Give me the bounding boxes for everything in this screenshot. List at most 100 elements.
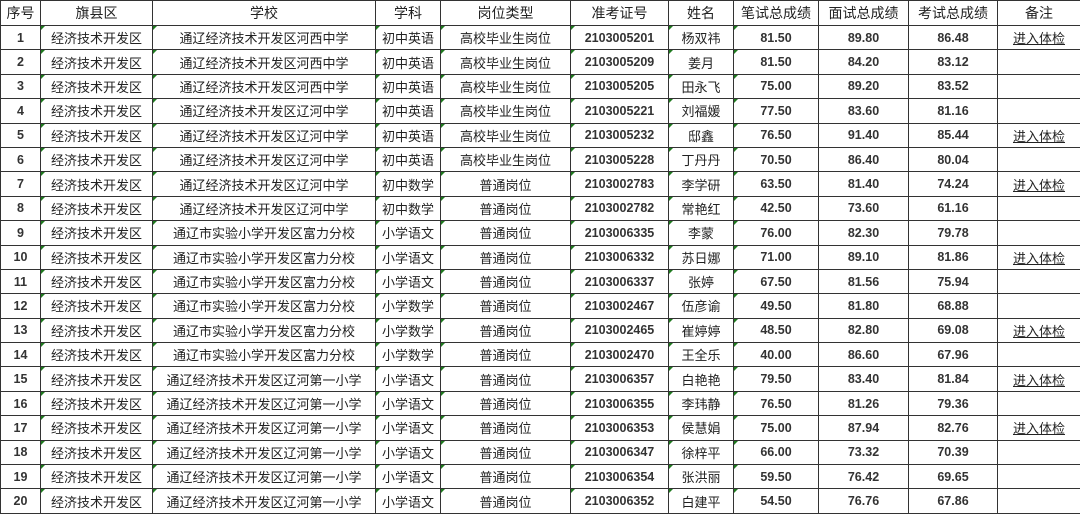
cell-ticket-no: 2103006353	[570, 415, 669, 441]
cell-name: 白艳艳	[668, 366, 734, 392]
cell-district: 经济技术开发区	[40, 390, 153, 417]
cell-remark	[997, 220, 1080, 246]
cell-name: 常艳红	[668, 195, 734, 222]
cell-ticket-no: 2103002782	[570, 195, 669, 222]
cell-seq: 3	[0, 73, 41, 100]
cell-remark: 进入体检	[997, 122, 1080, 148]
cell-name: 李学研	[668, 171, 734, 197]
cell-seq: 16	[0, 390, 41, 417]
cell-interview-score: 86.60	[818, 342, 909, 368]
cell-ticket-no: 2103006347	[570, 439, 669, 466]
cell-subject: 小学语文	[375, 268, 441, 295]
cell-interview-score: 73.32	[818, 439, 909, 466]
cell-ticket-no: 2103005228	[570, 146, 669, 173]
cell-total-score: 79.36	[908, 390, 998, 417]
cell-remark	[997, 439, 1080, 466]
cell-school: 通辽市实验小学开发区富力分校	[152, 244, 376, 270]
cell-name: 侯慧娟	[668, 415, 734, 441]
cell-post-type: 普通岗位	[440, 317, 571, 344]
cell-written-score: 79.50	[733, 366, 819, 392]
cell-district: 经济技术开发区	[40, 317, 153, 344]
table-row: 15 经济技术开发区 通辽经济技术开发区辽河第一小学 小学语文 普通岗位 21030063…	[0, 366, 1080, 392]
cell-name: 刘福媛	[668, 98, 734, 124]
cell-written-score: 54.50	[733, 488, 819, 514]
cell-school: 通辽经济技术开发区河西中学	[152, 73, 376, 100]
cell-school: 通辽市实验小学开发区富力分校	[152, 220, 376, 246]
cell-name: 李蒙	[668, 220, 734, 246]
cell-name: 杨双祎	[668, 24, 734, 51]
cell-school: 通辽市实验小学开发区富力分校	[152, 268, 376, 295]
cell-interview-score: 76.76	[818, 488, 909, 514]
header-total-score: 考试总成绩	[908, 0, 998, 26]
cell-total-score: 81.84	[908, 366, 998, 392]
cell-seq: 18	[0, 439, 41, 466]
cell-name: 苏日娜	[668, 244, 734, 270]
cell-school: 通辽经济技术开发区河西中学	[152, 49, 376, 75]
cell-post-type: 普通岗位	[440, 268, 571, 295]
cell-total-score: 70.39	[908, 439, 998, 466]
cell-seq: 14	[0, 342, 41, 368]
cell-subject: 初中英语	[375, 49, 441, 75]
cell-district: 经济技术开发区	[40, 366, 153, 392]
cell-seq: 13	[0, 317, 41, 344]
cell-interview-score: 82.80	[818, 317, 909, 344]
cell-post-type: 普通岗位	[440, 244, 571, 270]
table-row: 11 经济技术开发区 通辽市实验小学开发区富力分校 小学语文 普通岗位 210300633…	[0, 268, 1080, 295]
cell-written-score: 67.50	[733, 268, 819, 295]
cell-written-score: 76.50	[733, 122, 819, 148]
cell-remark: 进入体检	[997, 366, 1080, 392]
cell-interview-score: 82.30	[818, 220, 909, 246]
cell-post-type: 高校毕业生岗位	[440, 98, 571, 124]
cell-ticket-no: 2103006332	[570, 244, 669, 270]
cell-written-score: 48.50	[733, 317, 819, 344]
cell-post-type: 普通岗位	[440, 293, 571, 319]
table-row: 12 经济技术开发区 通辽市实验小学开发区富力分校 小学数学 普通岗位 210300246…	[0, 293, 1080, 319]
cell-subject: 小学语文	[375, 366, 441, 392]
table-row: 19 经济技术开发区 通辽经济技术开发区辽河第一小学 小学语文 普通岗位 21030063…	[0, 464, 1080, 490]
cell-seq: 15	[0, 366, 41, 392]
cell-subject: 小学语文	[375, 220, 441, 246]
cell-post-type: 高校毕业生岗位	[440, 24, 571, 51]
cell-remark	[997, 390, 1080, 417]
cell-subject: 小学语文	[375, 415, 441, 441]
cell-post-type: 高校毕业生岗位	[440, 146, 571, 173]
cell-total-score: 80.04	[908, 146, 998, 173]
cell-school: 通辽经济技术开发区辽河中学	[152, 171, 376, 197]
cell-name: 田永飞	[668, 73, 734, 100]
cell-total-score: 83.52	[908, 73, 998, 100]
cell-school: 通辽经济技术开发区辽河中学	[152, 122, 376, 148]
cell-remark	[997, 195, 1080, 222]
header-remark: 备注	[997, 0, 1080, 26]
cell-name: 白建平	[668, 488, 734, 514]
cell-ticket-no: 2103002783	[570, 171, 669, 197]
cell-seq: 19	[0, 464, 41, 490]
header-subject: 学科	[375, 0, 441, 26]
cell-school: 通辽经济技术开发区辽河第一小学	[152, 366, 376, 392]
cell-total-score: 61.16	[908, 195, 998, 222]
cell-total-score: 68.88	[908, 293, 998, 319]
cell-total-score: 74.24	[908, 171, 998, 197]
cell-district: 经济技术开发区	[40, 220, 153, 246]
cell-seq: 11	[0, 268, 41, 295]
cell-remark	[997, 146, 1080, 173]
header-seq: 序号	[0, 0, 41, 26]
cell-subject: 初中英语	[375, 98, 441, 124]
cell-remark	[997, 488, 1080, 514]
cell-written-score: 40.00	[733, 342, 819, 368]
cell-post-type: 普通岗位	[440, 415, 571, 441]
cell-seq: 10	[0, 244, 41, 270]
cell-subject: 小学语文	[375, 439, 441, 466]
cell-interview-score: 91.40	[818, 122, 909, 148]
cell-interview-score: 86.40	[818, 146, 909, 173]
cell-written-score: 63.50	[733, 171, 819, 197]
cell-remark	[997, 268, 1080, 295]
cell-school: 通辽市实验小学开发区富力分校	[152, 317, 376, 344]
cell-post-type: 高校毕业生岗位	[440, 73, 571, 100]
cell-remark: 进入体检	[997, 24, 1080, 51]
cell-school: 通辽经济技术开发区辽河中学	[152, 146, 376, 173]
cell-interview-score: 87.94	[818, 415, 909, 441]
header-written-score: 笔试总成绩	[733, 0, 819, 26]
cell-ticket-no: 2103006335	[570, 220, 669, 246]
header-school: 学校	[152, 0, 376, 26]
